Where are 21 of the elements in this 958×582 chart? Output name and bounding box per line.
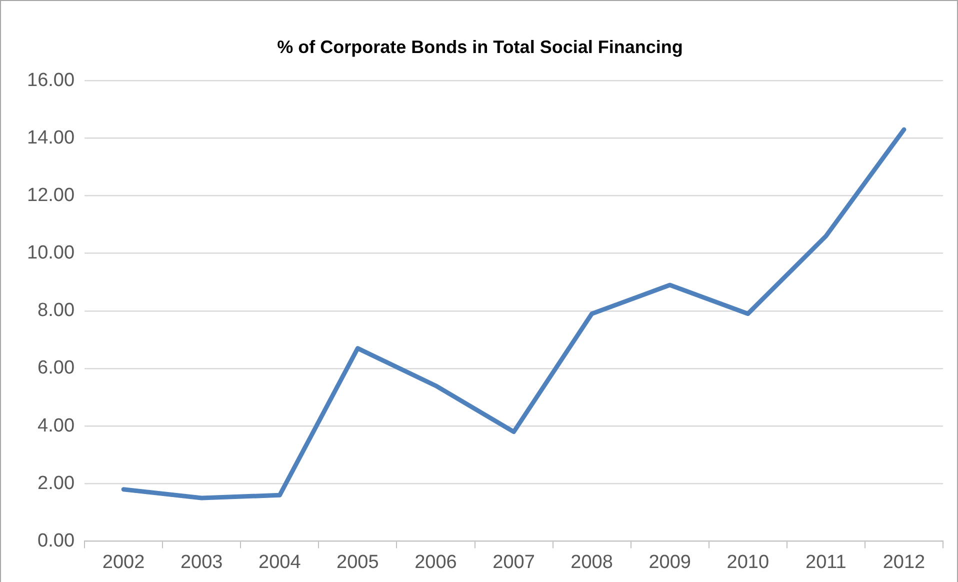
x-tick-label: 2007 <box>492 552 535 573</box>
y-tick-label: 16.00 <box>27 70 75 91</box>
y-tick-label: 0.00 <box>38 530 75 552</box>
x-tick-label: 2006 <box>414 552 457 573</box>
y-tick-label: 10.00 <box>27 242 75 264</box>
x-tick-label: 2005 <box>336 552 379 573</box>
x-tick-label: 2012 <box>882 552 926 573</box>
x-tick-label: 2004 <box>258 552 302 573</box>
y-tick-label: 12.00 <box>27 184 75 206</box>
x-tick-label: 2010 <box>726 552 770 573</box>
y-tick-label: 2.00 <box>38 472 75 494</box>
y-tick-label: 4.00 <box>38 415 75 436</box>
y-tick-label: 6.00 <box>38 358 75 379</box>
y-tick-label: 14.00 <box>27 127 75 148</box>
x-tick-label: 2008 <box>570 552 613 573</box>
chart-title: % of Corporate Bonds in Total Social Financing <box>277 36 683 57</box>
x-tick-label: 2011 <box>806 552 846 573</box>
x-tick-label: 2002 <box>102 552 145 573</box>
x-tick-label: 2003 <box>180 552 223 573</box>
y-tick-label: 8.00 <box>38 300 75 322</box>
x-tick-label: 2009 <box>648 552 691 573</box>
